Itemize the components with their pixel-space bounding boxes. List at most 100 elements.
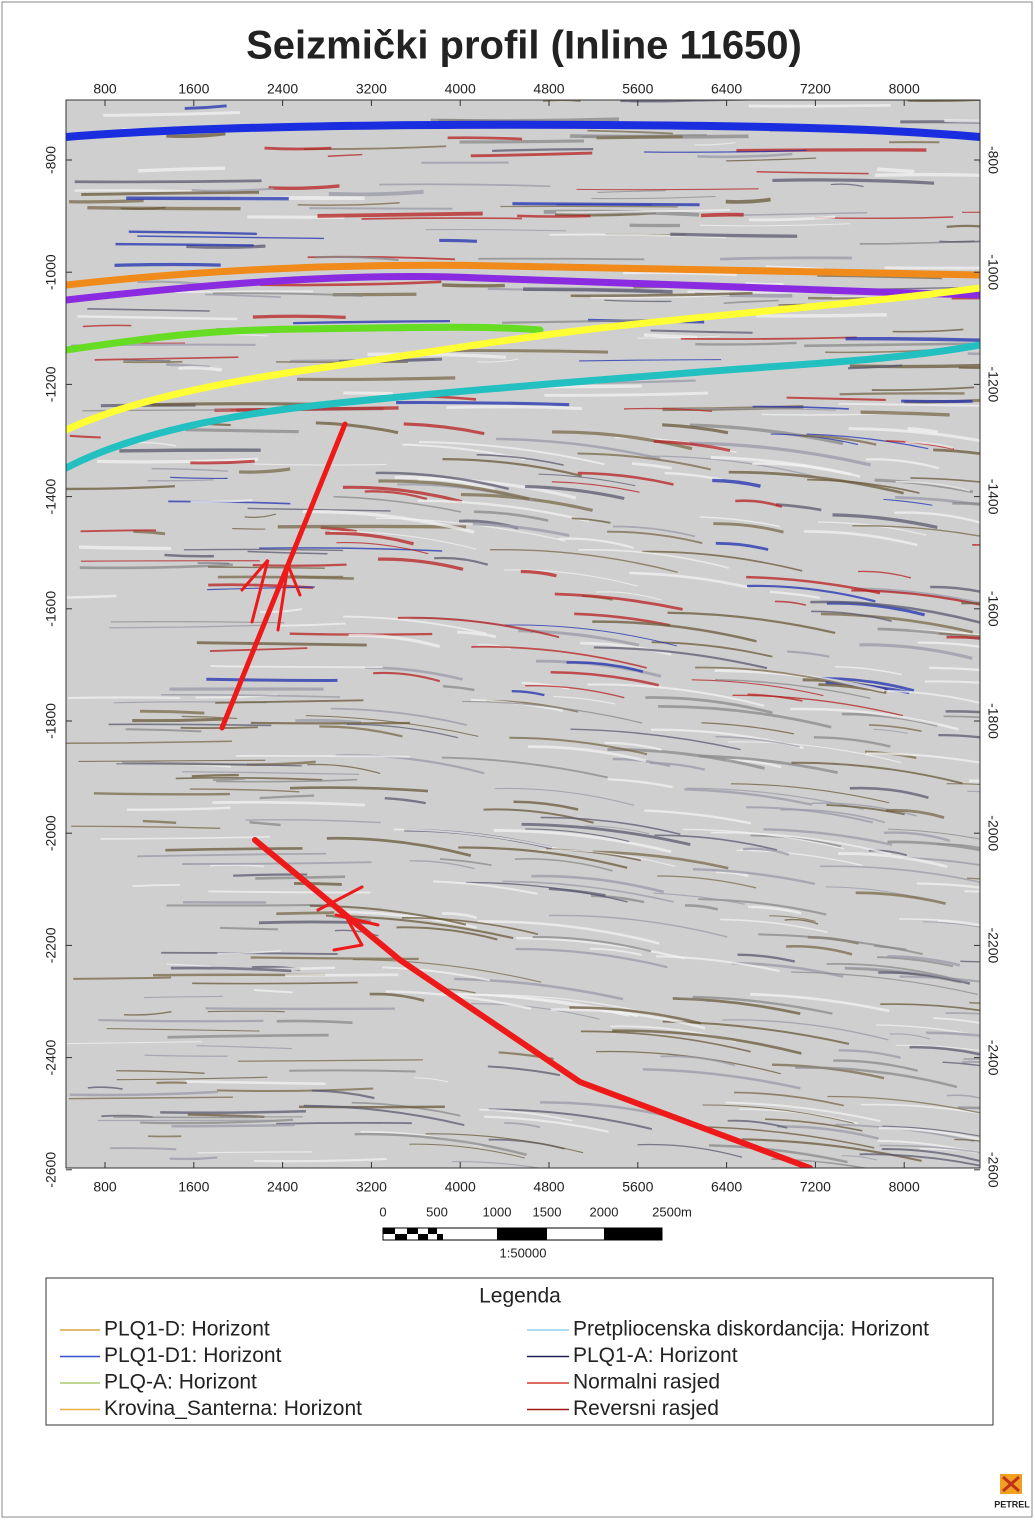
scale-label: 500 [426, 1204, 448, 1219]
x-tick-label-bottom: 5600 [622, 1179, 653, 1195]
scale-label: 0 [379, 1204, 386, 1219]
y-tick-label-left: -800 [43, 146, 59, 174]
y-tick-label-left: -2200 [43, 927, 59, 963]
reflector [478, 259, 644, 260]
reflector [81, 530, 156, 531]
x-tick-label-top: 800 [93, 81, 117, 97]
reflector [442, 285, 505, 286]
reflector [309, 208, 452, 209]
scale-ratio: 1:50000 [500, 1245, 547, 1260]
reflector [172, 1125, 295, 1126]
reflector [294, 883, 342, 884]
reflector [166, 905, 327, 906]
x-tick-label-top: 5600 [622, 81, 653, 97]
reflector [439, 240, 477, 241]
legend-label: Normalni rasjed [573, 1371, 720, 1394]
reflector [297, 378, 455, 380]
y-tick-label-right: -1000 [985, 254, 1001, 290]
reflector [947, 226, 983, 227]
x-tick-label-top: 4000 [445, 81, 476, 97]
reflector [232, 529, 265, 530]
y-tick-label-left: -1600 [43, 591, 59, 627]
y-tick-label-right: -2200 [985, 927, 1001, 963]
reflector [701, 215, 744, 216]
x-tick-label-bottom: 800 [93, 1179, 117, 1195]
reflector [276, 1123, 412, 1124]
reflector [181, 727, 258, 728]
scale-label: 2000 [590, 1204, 619, 1219]
legend-title: Legenda [479, 1285, 561, 1308]
reflector [448, 138, 522, 139]
x-tick-label-bottom: 6400 [711, 1179, 742, 1195]
y-tick-label-right: -2400 [985, 1040, 1001, 1076]
reflector [500, 206, 677, 207]
x-tick-label-top: 7200 [800, 81, 831, 97]
y-tick-label-left: -2600 [43, 1152, 59, 1188]
logo-text: PETREL [994, 1499, 1030, 1509]
reflector [82, 410, 230, 411]
reflector [289, 576, 343, 577]
scale-label: 1000 [483, 1204, 512, 1219]
y-tick-label-left: -1200 [43, 366, 59, 402]
y-tick-label-left: -2000 [43, 815, 59, 851]
scale-bar [383, 1228, 662, 1240]
y-tick-label-right: -1400 [985, 479, 1001, 515]
x-tick-label-bottom: 1600 [178, 1179, 209, 1195]
reflector [265, 148, 332, 149]
reflector [749, 105, 891, 106]
reflector [192, 775, 239, 776]
reflector [877, 169, 914, 171]
reflector [756, 315, 887, 316]
reflector [79, 547, 171, 548]
x-tick-label-bottom: 2400 [267, 1179, 298, 1195]
reflector [343, 393, 392, 394]
reflector [736, 150, 926, 151]
reflector [175, 291, 313, 292]
y-tick-label-left: -1400 [43, 478, 59, 514]
reflector [840, 393, 965, 394]
reflector [164, 555, 213, 556]
legend-label: Pretpliocenska diskordancija: Horizont [573, 1318, 929, 1341]
y-tick-label-right: -1600 [985, 591, 1001, 627]
reflector [317, 214, 482, 216]
y-tick-label-left: -1000 [43, 254, 59, 290]
reflector [116, 244, 254, 245]
reflector [75, 190, 202, 191]
x-tick-label-top: 8000 [889, 81, 920, 97]
reflector [94, 793, 230, 794]
x-tick-label-top: 4800 [533, 81, 564, 97]
reflector [289, 1070, 415, 1071]
x-tick-label-bottom: 3200 [356, 1179, 387, 1195]
reflector [670, 234, 797, 236]
y-tick-label-right: -2000 [985, 815, 1001, 851]
reflector [69, 200, 144, 201]
reflector [81, 561, 260, 562]
reflector [160, 1111, 306, 1112]
x-tick-label-bottom: 8000 [889, 1179, 920, 1195]
reflector [460, 141, 584, 142]
reflector [512, 204, 699, 205]
title: Seizmički profil (Inline 11650) [246, 24, 802, 68]
x-tick-label-top: 1600 [178, 81, 209, 97]
reflector [67, 596, 117, 598]
legend-label: PLQ1-D: Horizont [104, 1318, 270, 1341]
x-tick-label-bottom: 4800 [533, 1179, 564, 1195]
reflector [517, 216, 590, 217]
reflector [115, 264, 221, 265]
y-tick-label-right: -2600 [985, 1152, 1001, 1188]
y-tick-label-right: -1200 [985, 366, 1001, 402]
reflector [446, 407, 581, 409]
reflector [68, 697, 180, 698]
reflector [253, 316, 346, 317]
y-tick-label-right: -1800 [985, 703, 1001, 739]
reflector [720, 258, 852, 259]
legend-label: PLQ1-A: Horizont [573, 1344, 738, 1367]
legend-label: Reversni rasjed [573, 1397, 719, 1420]
reflector [206, 679, 337, 680]
scale-label: 1500 [533, 1204, 562, 1219]
scale-label: 2500m [652, 1204, 692, 1219]
x-tick-label-top: 3200 [356, 81, 387, 97]
reflector [436, 351, 608, 353]
reflector [362, 218, 522, 219]
